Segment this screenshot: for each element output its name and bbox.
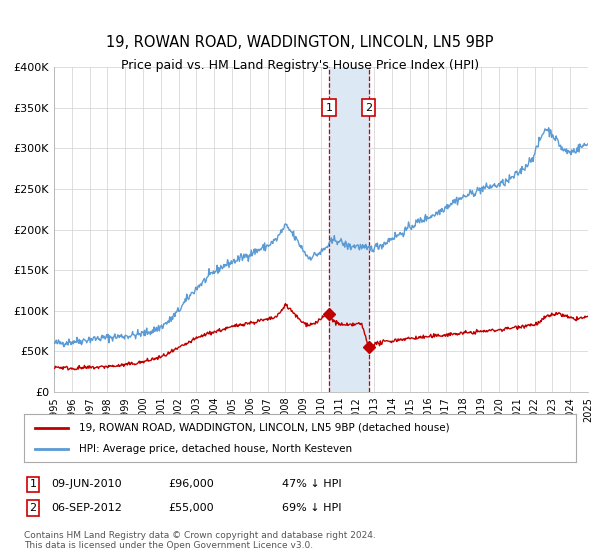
Text: Contains HM Land Registry data © Crown copyright and database right 2024.: Contains HM Land Registry data © Crown c… — [24, 531, 376, 540]
Text: Price paid vs. HM Land Registry's House Price Index (HPI): Price paid vs. HM Land Registry's House … — [121, 59, 479, 72]
Text: 1: 1 — [325, 103, 332, 113]
Text: This data is licensed under the Open Government Licence v3.0.: This data is licensed under the Open Gov… — [24, 541, 313, 550]
Text: 2: 2 — [29, 503, 37, 513]
Text: 1: 1 — [29, 479, 37, 489]
Text: £55,000: £55,000 — [168, 503, 214, 513]
Text: 19, ROWAN ROAD, WADDINGTON, LINCOLN, LN5 9BP (detached house): 19, ROWAN ROAD, WADDINGTON, LINCOLN, LN5… — [79, 423, 450, 433]
Text: HPI: Average price, detached house, North Kesteven: HPI: Average price, detached house, Nort… — [79, 444, 352, 454]
Text: 19, ROWAN ROAD, WADDINGTON, LINCOLN, LN5 9BP: 19, ROWAN ROAD, WADDINGTON, LINCOLN, LN5… — [106, 35, 494, 50]
Text: 2: 2 — [365, 103, 372, 113]
Text: 06-SEP-2012: 06-SEP-2012 — [51, 503, 122, 513]
Text: £96,000: £96,000 — [168, 479, 214, 489]
Text: 09-JUN-2010: 09-JUN-2010 — [51, 479, 122, 489]
Bar — [329, 67, 368, 392]
Text: 69% ↓ HPI: 69% ↓ HPI — [282, 503, 341, 513]
Text: 47% ↓ HPI: 47% ↓ HPI — [282, 479, 341, 489]
